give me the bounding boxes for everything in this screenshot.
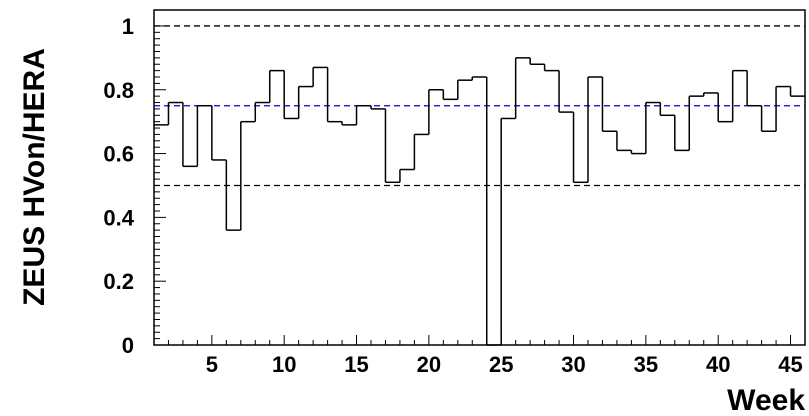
y-tick-label: 0	[122, 333, 134, 358]
x-axis-ticks: 5 10 15 20 25 30 35 40 45	[153, 335, 806, 377]
x-tick-label: 15	[344, 352, 368, 377]
y-tick-label: 0.4	[103, 205, 134, 230]
x-tick-label: 45	[778, 352, 802, 377]
x-tick-label: 20	[417, 352, 441, 377]
x-tick-label: 35	[634, 352, 658, 377]
y-tick-label: 0.6	[103, 142, 134, 167]
plot-frame	[153, 9, 806, 346]
x-tick-label: 25	[489, 352, 513, 377]
x-tick-label: 40	[706, 352, 730, 377]
y-tick-label: 0.8	[103, 78, 134, 103]
x-tick-label: 10	[272, 352, 296, 377]
y-axis-ticks: 0 0.2 0.4 0.6 0.8 1	[103, 14, 166, 358]
histogram	[154, 57, 805, 346]
y-tick-label: 1	[122, 14, 134, 39]
x-axis-title: Week	[727, 384, 805, 416]
x-tick-label: 5	[206, 352, 218, 377]
y-axis-title: ZEUS HVon/HERA	[18, 48, 51, 306]
y-tick-label: 0.2	[103, 269, 134, 294]
x-tick-label: 30	[561, 352, 585, 377]
reference-lines	[154, 25, 805, 187]
